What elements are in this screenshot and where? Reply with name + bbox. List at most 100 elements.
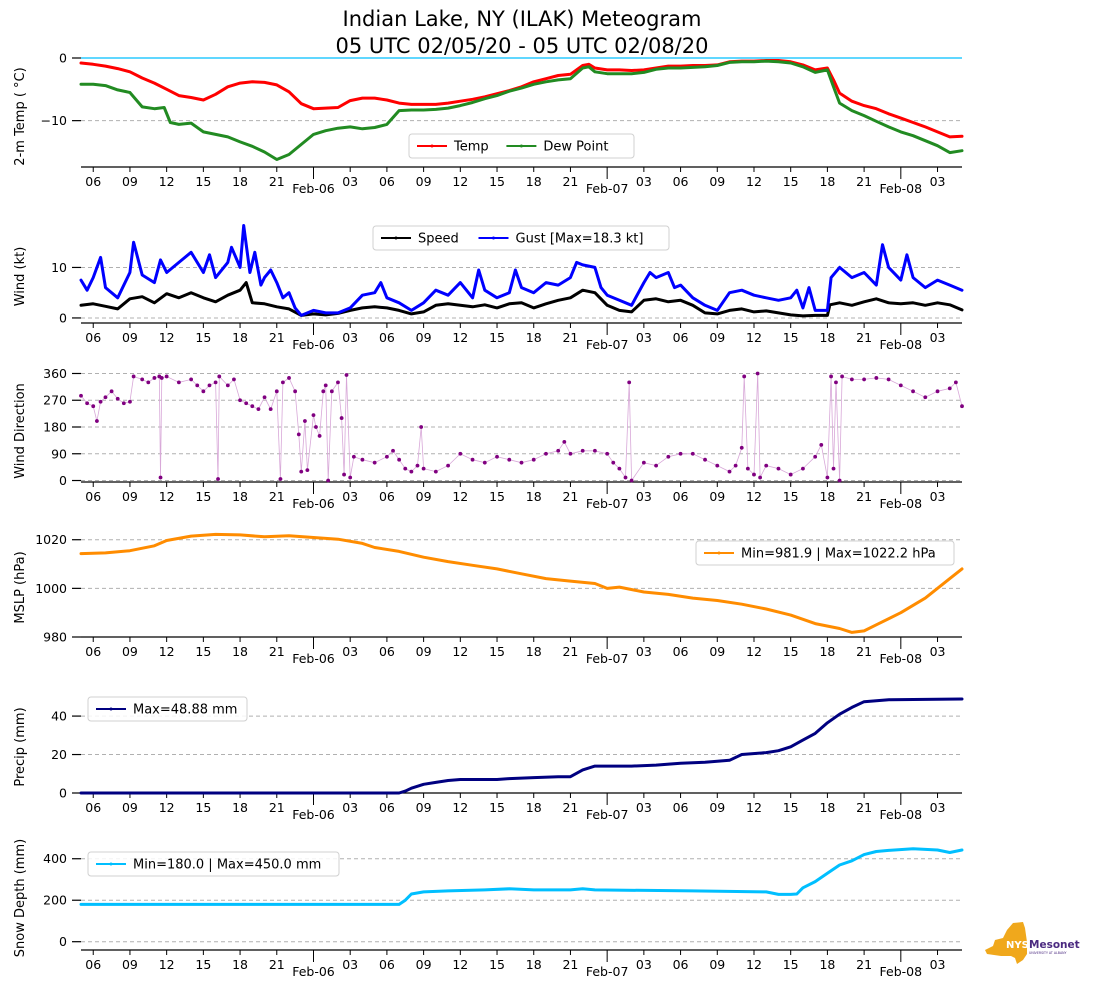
x-day-label: Feb-07	[586, 496, 629, 511]
x-day-label: Feb-08	[880, 807, 923, 822]
series-line-min=981.9	[79, 532, 964, 634]
chart-title-line1: Indian Lake, NY (ILAK) Meteogram	[342, 7, 702, 31]
x-tick-label: 12	[159, 330, 175, 345]
wind-direction-point	[531, 457, 536, 462]
wind-direction-point	[238, 398, 242, 403]
wind-direction-point	[776, 466, 781, 471]
x-tick-label: 18	[232, 957, 248, 972]
wind-direction-point	[611, 460, 616, 465]
legend-marker	[519, 144, 523, 148]
wind-direction-point	[715, 463, 720, 468]
y-axis-label: Snow Depth (mm)	[13, 839, 28, 957]
x-tick-label: 06	[673, 330, 689, 345]
panel-snow: 0 200 400 Snow Depth (mm) 06 09 12 15 18 21 03 06 09…	[13, 839, 964, 979]
wind-direction-point	[189, 377, 194, 382]
x-tick-label: 12	[159, 174, 175, 189]
wind-direction-point	[953, 380, 958, 385]
logo-nys-text: NYS	[1006, 940, 1029, 951]
legend-box	[372, 225, 670, 251]
x-tick-label: 21	[856, 644, 872, 659]
x-tick-label: 15	[489, 800, 505, 815]
x-tick-label: 12	[452, 489, 468, 504]
wind-direction-point	[348, 475, 353, 480]
legend-label: Speed	[418, 232, 459, 247]
x-tick-label: 18	[819, 800, 835, 815]
x-tick-label: 03	[636, 330, 652, 345]
x-day-label: Feb-06	[292, 496, 335, 511]
wind-direction-point	[360, 457, 365, 462]
wind-direction-point	[788, 472, 793, 477]
series-line-gust	[79, 224, 964, 317]
legend-label: Max=48.88 mm	[133, 703, 237, 718]
x-tick-label: 18	[819, 489, 835, 504]
x-tick-label: 21	[856, 330, 872, 345]
wind-direction-point	[568, 451, 573, 456]
wind-direction-point	[623, 475, 628, 480]
x-tick-label: 03	[342, 330, 358, 345]
legend-label: Min=981.9 | Max=1022.2 hPa	[741, 547, 936, 562]
x-tick-label: 09	[416, 957, 432, 972]
wind-direction-point	[758, 475, 763, 480]
y-tick-label: 20	[51, 747, 67, 762]
wind-direction-point	[339, 416, 344, 420]
x-tick-label: 09	[709, 957, 725, 972]
wind-direction-point	[733, 463, 738, 468]
legend-marker	[492, 236, 495, 240]
y-tick-label: 200	[43, 893, 67, 908]
wind-direction-point	[321, 389, 326, 394]
x-tick-label: 12	[452, 800, 468, 815]
x-tick-label: 09	[416, 174, 432, 189]
y-axis-label: MSLP (hPa)	[13, 551, 28, 623]
wind-direction-point	[911, 389, 915, 394]
x-tick-label: 03	[342, 957, 358, 972]
wind-direction-point	[739, 445, 744, 450]
x-tick-label: 09	[122, 644, 138, 659]
wind-direction-point	[433, 469, 438, 474]
x-tick-label: 21	[562, 800, 578, 815]
x-tick-label: 21	[269, 800, 285, 815]
x-tick-label: 03	[930, 330, 946, 345]
wind-direction-point	[923, 395, 928, 400]
x-day-label: Feb-07	[586, 337, 629, 352]
y-tick-label: 0	[59, 310, 67, 325]
wind-direction-point	[593, 448, 597, 453]
wind-direction-point	[831, 466, 836, 471]
x-tick-label: 06	[85, 957, 101, 972]
wind-direction-point	[256, 407, 261, 412]
x-tick-label: 03	[930, 957, 946, 972]
x-tick-label: 21	[562, 174, 578, 189]
wind-direction-point	[556, 448, 561, 453]
wind-direction-point	[293, 389, 298, 394]
wind-direction-point	[109, 389, 114, 394]
x-tick-label: 09	[122, 330, 138, 345]
wind-direction-point	[201, 389, 206, 394]
wind-direction-point	[409, 469, 414, 474]
wind-direction-point	[268, 407, 273, 412]
wind-direction-point	[755, 371, 760, 376]
x-tick-label: 18	[232, 800, 248, 815]
wind-direction-point	[351, 454, 356, 459]
wind-direction-point	[727, 469, 732, 474]
x-tick-label: 03	[930, 644, 946, 659]
logo-brand-text: Mesonet	[1029, 939, 1080, 951]
x-tick-label: 21	[856, 800, 872, 815]
legend-label: Dew Point	[543, 140, 608, 155]
wind-direction-point	[960, 404, 964, 409]
wind-direction-point	[274, 389, 279, 394]
wind-direction-point	[813, 454, 818, 459]
wind-direction-point	[287, 376, 291, 380]
wind-direction-point	[207, 383, 212, 388]
x-tick-label: 09	[709, 800, 725, 815]
x-tick-label: 09	[122, 489, 138, 504]
x-tick-label: 15	[783, 174, 799, 189]
wind-direction-point	[85, 401, 90, 406]
x-tick-label: 15	[783, 800, 799, 815]
x-day-label: Feb-07	[586, 181, 629, 196]
wind-direction-point	[935, 389, 940, 394]
x-tick-label: 21	[269, 330, 285, 345]
wind-direction-point	[666, 454, 671, 459]
y-tick-label: 0	[59, 51, 67, 66]
x-tick-label: 06	[673, 489, 689, 504]
